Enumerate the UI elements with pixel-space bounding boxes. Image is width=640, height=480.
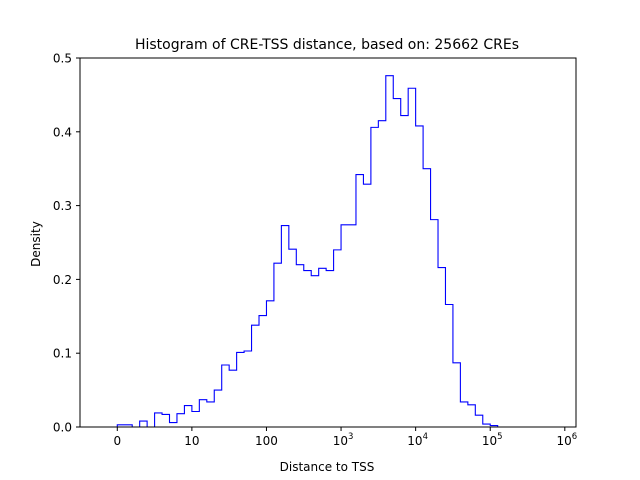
chart-title: Histogram of CRE-TSS distance, based on:… [135,37,519,53]
plot-area: 0.0 0.1 0.2 0.3 0.4 0.5 0 10 100 103 104 105 106 [53,52,577,449]
x-axis-label: Distance to TSS [280,460,375,474]
x-tick-label: 10 [184,434,199,448]
y-tick-label: 0.3 [53,199,72,213]
x-tick-label: 100 [255,434,278,448]
y-tick-label: 0.1 [53,347,72,361]
x-tick-label: 106 [556,432,577,448]
y-tick-label: 0.0 [53,421,72,435]
y-tick-label: 0.5 [53,52,72,66]
y-axis-label: Density [29,221,43,267]
x-tick-label: 105 [482,432,503,448]
x-tick-label: 0 [113,434,121,448]
y-tick-label: 0.2 [53,273,72,287]
x-tick-label: 103 [333,432,354,448]
y-tick-label: 0.4 [53,125,72,139]
x-tick-label: 104 [407,432,428,448]
axes-frame [79,57,577,428]
histogram-step-line [116,75,550,428]
